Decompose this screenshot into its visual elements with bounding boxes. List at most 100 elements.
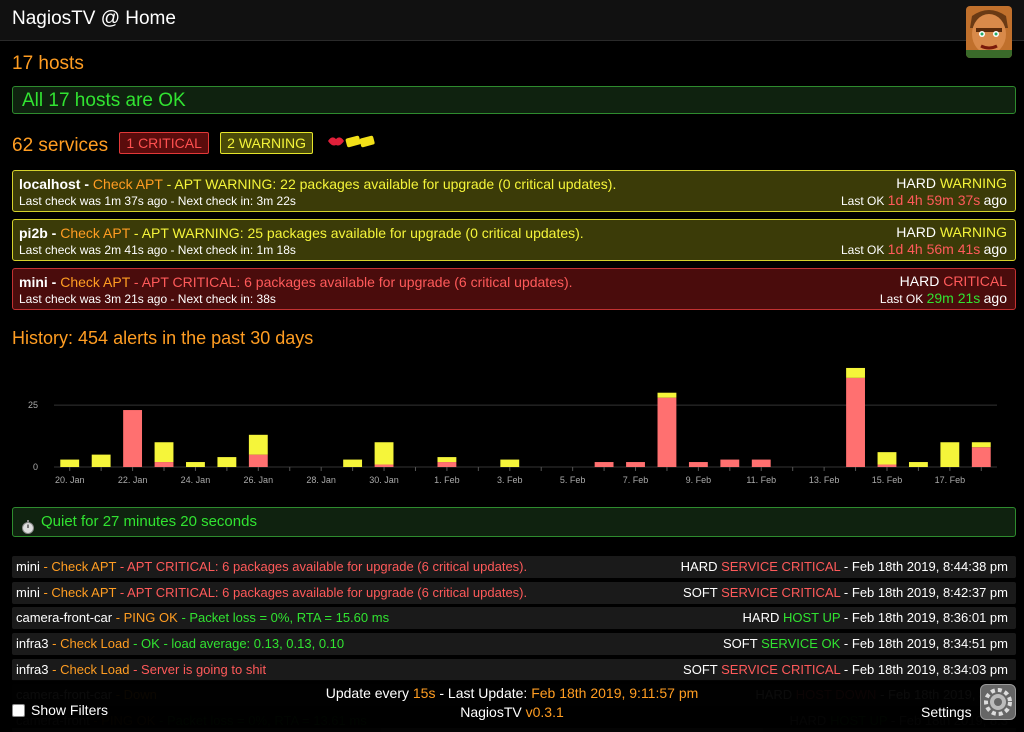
history-state: SERVICE CRITICAL	[721, 559, 841, 574]
warning-badge: 2 WARNING	[220, 132, 313, 154]
alert-state: HARD WARNING	[896, 224, 1007, 240]
chart-bar	[908, 462, 928, 467]
history-time: Feb 18th 2019, 8:44:38 pm	[851, 559, 1008, 574]
separator: -	[39, 585, 52, 600]
next-check-value: 1m 18s	[256, 243, 296, 257]
separator: -	[130, 225, 142, 241]
alert-message: APT CRITICAL: 6 packages available for u…	[141, 274, 573, 290]
separator: -	[47, 274, 61, 290]
history-host: infra3	[16, 662, 49, 677]
service-alert-mini[interactable]: mini - Check APT - APT CRITICAL: 6 packa…	[12, 268, 1016, 310]
next-check-value: 38s	[256, 292, 276, 306]
chart-bar	[123, 410, 143, 467]
gear-icon[interactable]	[980, 684, 1016, 720]
chart-bar	[657, 397, 677, 467]
history-message: OK - load average: 0.13, 0.13, 0.10	[141, 636, 345, 651]
history-host: infra3	[16, 636, 49, 651]
service-alert-pi2b[interactable]: pi2b - Check APT - APT WARNING: 25 packa…	[12, 219, 1016, 261]
history-row: infra3 - Check Load - OK - load average:…	[12, 633, 1016, 655]
history-time: Feb 18th 2019, 8:36:01 pm	[851, 610, 1008, 625]
x-tick-label: 15. Feb	[872, 475, 903, 485]
x-tick-label: 13. Feb	[809, 475, 840, 485]
app-header: NagiosTV @ Home	[0, 0, 1024, 58]
chart-bar	[186, 462, 205, 467]
quiet-banner: Quiet for 27 minutes 20 seconds	[12, 507, 1016, 537]
x-tick-label: 22. Jan	[118, 475, 148, 485]
alert-last-ok: Last OK 1d 4h 56m 41s ago	[841, 241, 1007, 257]
state-type: HARD	[896, 175, 936, 191]
hosts-ok-banner: All 17 hosts are OK	[12, 86, 1016, 114]
alert-host: pi2b	[19, 225, 48, 241]
alert-headline: pi2b - Check APT - APT WARNING: 25 packa…	[19, 225, 584, 241]
service-alert-localhost[interactable]: localhost - Check APT - APT WARNING: 22 …	[12, 170, 1016, 212]
x-tick-label: 11. Feb	[746, 475, 776, 485]
alert-host: localhost	[19, 176, 81, 192]
x-tick-label: 1. Feb	[434, 475, 460, 485]
alert-check-info: Last check was 1m 37s ago - Next check i…	[19, 194, 296, 208]
x-tick-label: 7. Feb	[623, 475, 649, 485]
alert-message: APT WARNING: 25 packages available for u…	[141, 225, 584, 241]
history-row-right: HARD HOST UP - Feb 18th 2019, 8:36:01 pm	[743, 607, 1008, 629]
history-time: Feb 18th 2019, 8:42:37 pm	[851, 585, 1008, 600]
state-value: WARNING	[939, 175, 1007, 191]
chart-bar	[688, 462, 708, 467]
footer: Update every 15s - Last Update: Feb 18th…	[0, 680, 1024, 728]
next-check-value: 3m 22s	[256, 194, 296, 208]
show-filters-checkbox[interactable]	[12, 703, 25, 717]
separator: -	[167, 194, 178, 208]
history-row-right: SOFT SERVICE OK - Feb 18th 2019, 8:34:51…	[723, 633, 1008, 655]
critical-badge: 1 CRITICAL	[119, 132, 209, 154]
chart-bar	[500, 459, 520, 467]
alert-state: HARD CRITICAL	[900, 273, 1007, 289]
update-status: Update every 15s - Last Update: Feb 18th…	[0, 685, 1024, 701]
history-service: PING OK	[123, 610, 178, 625]
alert-last-ok: Last OK 1d 4h 59m 37s ago	[841, 192, 1007, 208]
separator: -	[167, 292, 178, 306]
chart-bar	[877, 452, 897, 465]
separator: -	[80, 176, 93, 192]
chart-bar	[846, 367, 865, 378]
settings-label[interactable]: Settings	[921, 704, 972, 720]
separator: -	[840, 559, 852, 574]
chart-bar	[91, 454, 111, 467]
history-service: Check Load	[60, 662, 130, 677]
history-state-type: SOFT	[723, 636, 758, 651]
alert-check-info: Last check was 2m 41s ago - Next check i…	[19, 243, 296, 257]
last-ok-label: Last OK	[840, 243, 885, 257]
history-host: mini	[16, 559, 40, 574]
x-tick-label: 20. Jan	[55, 475, 85, 485]
history-prefix: History:	[12, 328, 74, 348]
chart-bar	[154, 462, 174, 467]
history-row-right: SOFT SERVICE CRITICAL - Feb 18th 2019, 8…	[683, 582, 1008, 604]
last-update-value: Feb 18th 2019, 9:11:57 pm	[531, 685, 699, 701]
chart-bar	[720, 459, 740, 467]
next-check-label: Next check in:	[177, 243, 254, 257]
history-message: Server is going to shit	[141, 662, 267, 677]
history-title: History: 454 alerts in the past 30 days	[12, 328, 313, 349]
next-check-label: Next check in:	[177, 194, 254, 208]
chart-bar	[971, 447, 991, 467]
history-mid: alerts in the past	[113, 328, 246, 348]
last-check-label: Last check was	[19, 243, 102, 257]
chart-bar	[437, 457, 457, 463]
history-row-left: mini - Check APT - APT CRITICAL: 6 packa…	[16, 556, 527, 578]
separator: -	[130, 274, 142, 290]
separator: -	[116, 559, 128, 574]
ago-label: ago	[147, 292, 168, 306]
x-tick-label: 24. Jan	[181, 475, 211, 485]
ago-label: ago	[983, 290, 1007, 306]
history-row-right: HARD SERVICE CRITICAL - Feb 18th 2019, 8…	[681, 556, 1008, 578]
alert-service: Check APT	[60, 274, 131, 290]
chart-bar	[846, 377, 865, 467]
chart-bar	[248, 454, 268, 467]
services-count: 62	[12, 135, 34, 156]
alert-service: Check APT	[92, 176, 163, 192]
show-filters-toggle[interactable]: Show Filters	[12, 702, 108, 718]
history-service: Check APT	[51, 559, 117, 574]
chart-bar	[940, 442, 960, 467]
x-tick-label: 17. Feb	[935, 475, 966, 485]
separator: -	[47, 225, 61, 241]
chart-bar	[657, 392, 677, 398]
x-tick-label: 5. Feb	[560, 475, 586, 485]
separator: -	[840, 610, 852, 625]
